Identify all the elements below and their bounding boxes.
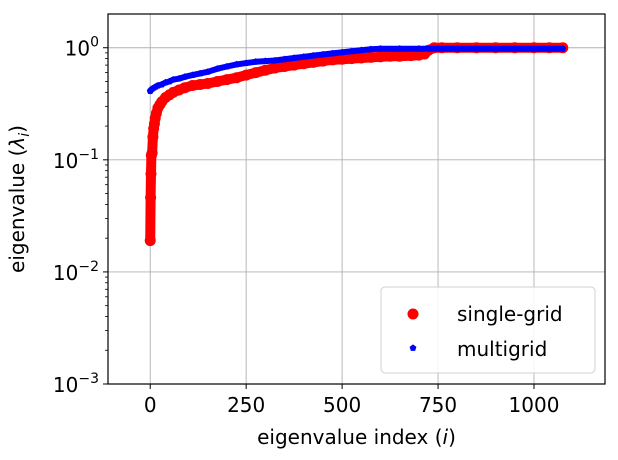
x-tick-label: 0: [144, 393, 157, 417]
y-tick-label: 10−2: [53, 259, 99, 285]
legend-marker-multigrid: [409, 344, 417, 351]
x-tick-label: 750: [419, 393, 457, 417]
x-tick-label: 1000: [509, 393, 560, 417]
axis-ticks: 0 250 500 750 1000 10−3 10−2 10−1 100: [53, 35, 560, 417]
series-dense-band: [147, 45, 566, 95]
series-dense-band: [145, 42, 568, 246]
legend-label-single-grid: single-grid: [457, 302, 563, 326]
plot-frame: [107, 13, 606, 385]
y-tick-label: 10−1: [53, 147, 99, 173]
y-axis-label: eigenvalue (λi): [5, 125, 33, 273]
legend-label-multigrid: multigrid: [457, 337, 547, 361]
x-tick-label: 500: [323, 393, 361, 417]
x-tick-label: 250: [227, 393, 265, 417]
series-multigrid: [146, 45, 567, 95]
y-tick-label: 10−3: [53, 371, 99, 397]
series-single-grid: [144, 42, 569, 247]
data-points: [144, 42, 569, 247]
x-axis-label: eigenvalue index (i): [257, 425, 456, 449]
legend: single-grid multigrid: [380, 286, 596, 374]
legend-marker-single-grid: [407, 308, 419, 320]
y-tick-label: 100: [65, 35, 99, 61]
legend-box: [380, 286, 596, 374]
